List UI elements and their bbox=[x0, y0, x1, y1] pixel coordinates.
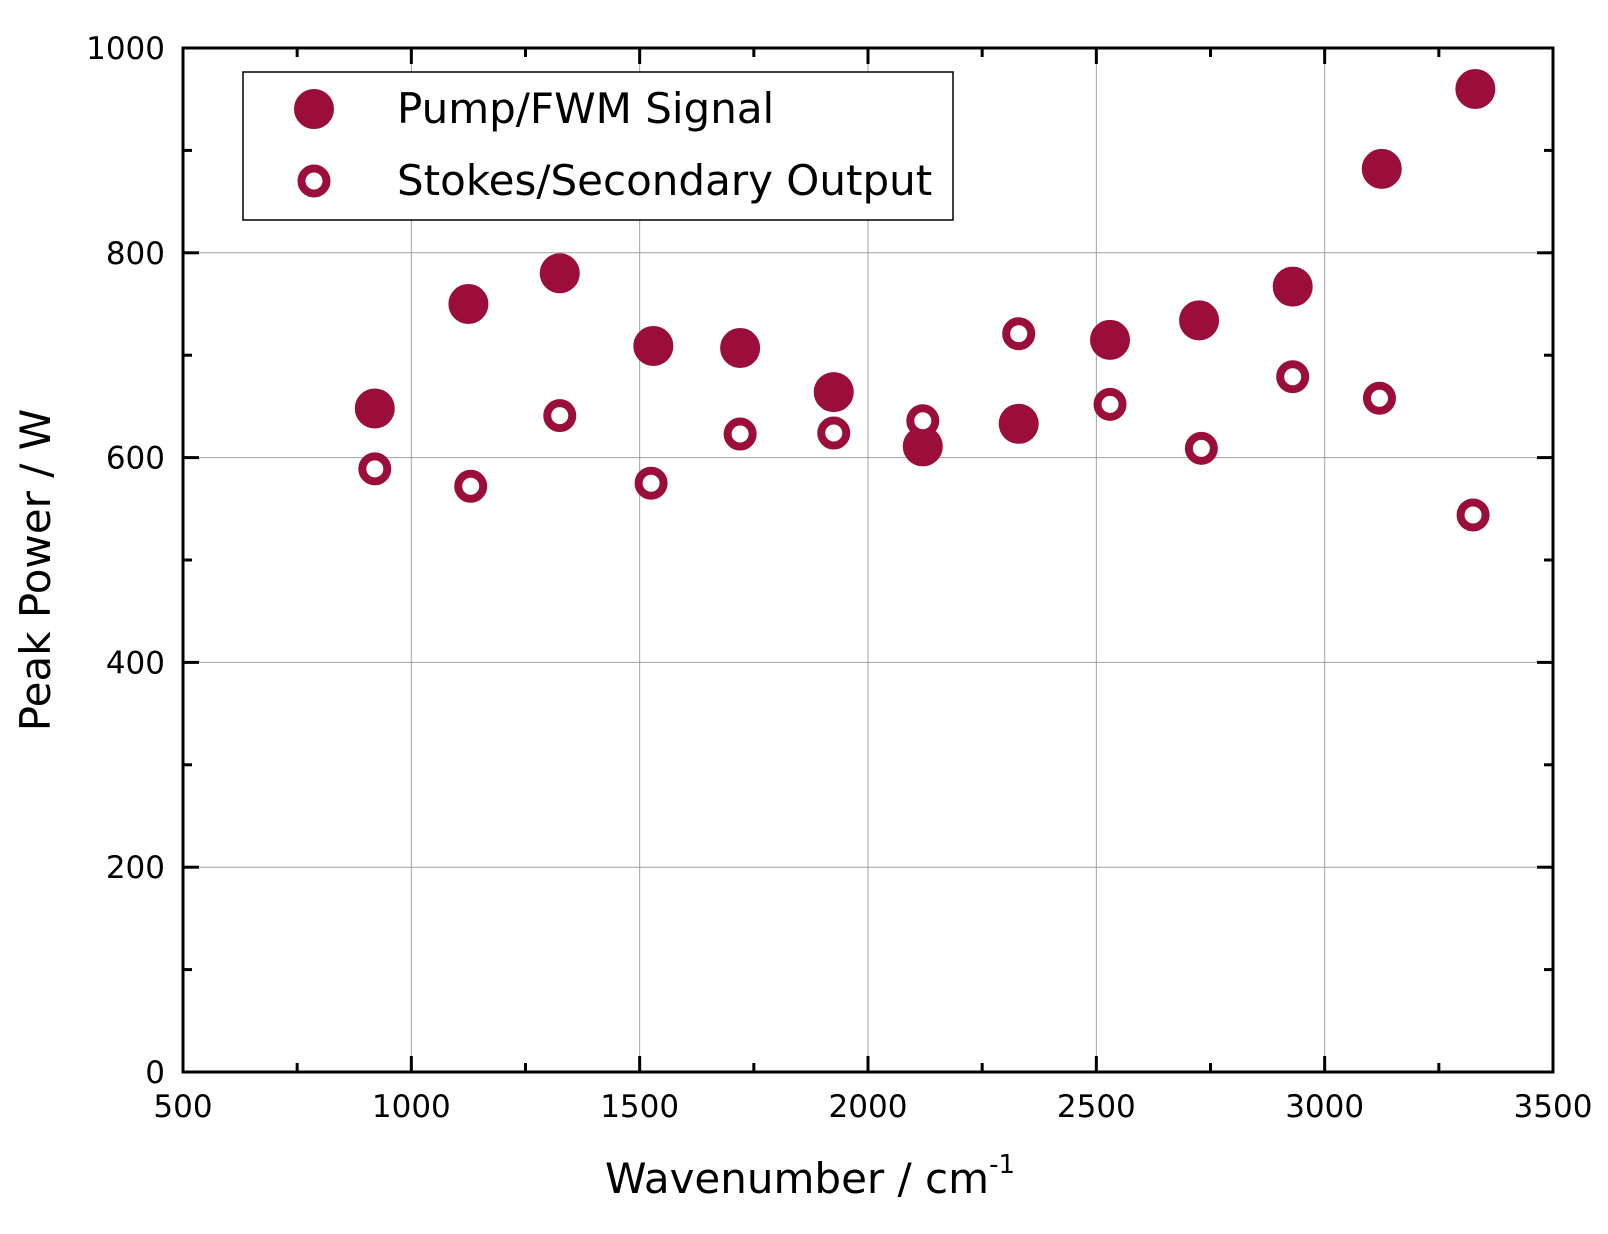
data-point-stokes-secondary-output bbox=[634, 466, 668, 500]
data-point-pump-fwm-signal bbox=[1455, 68, 1496, 109]
legend-label-stokes-secondary-output: Stokes/Secondary Output bbox=[397, 156, 932, 205]
data-point-pump-fwm-signal bbox=[813, 372, 854, 413]
data-point-stokes-secondary-output bbox=[1276, 360, 1310, 394]
data-point-pump-fwm-signal bbox=[448, 284, 489, 324]
x-axis-title-superscript: -1 bbox=[989, 1150, 1015, 1180]
x-tick-label: 3000 bbox=[1285, 1089, 1364, 1125]
data-point-pump-fwm-signal bbox=[633, 325, 674, 366]
y-tick-label: 600 bbox=[106, 441, 165, 477]
y-axis-title: Peak Power / W bbox=[11, 409, 60, 731]
y-tick-label: 400 bbox=[106, 645, 165, 681]
data-point-pump-fwm-signal bbox=[1179, 300, 1220, 341]
x-tick-label: 1000 bbox=[372, 1089, 451, 1125]
y-tick-label: 0 bbox=[145, 1055, 165, 1091]
data-point-pump-fwm-signal bbox=[720, 328, 761, 369]
data-point-stokes-secondary-output bbox=[723, 417, 757, 451]
legend-marker-pump-fwm-signal bbox=[294, 89, 334, 129]
legend: Pump/FWM Signal Stokes/Secondary Output bbox=[242, 71, 954, 221]
x-tick-label: 1500 bbox=[600, 1089, 679, 1125]
data-point-pump-fwm-signal bbox=[539, 253, 580, 294]
data-point-stokes-secondary-output bbox=[543, 399, 577, 433]
data-point-pump-fwm-signal bbox=[354, 388, 395, 429]
data-point-pump-fwm-signal bbox=[1272, 266, 1313, 307]
data-point-stokes-secondary-output bbox=[454, 469, 488, 503]
data-point-stokes-secondary-output bbox=[1456, 498, 1490, 532]
x-tick-label: 2500 bbox=[1057, 1089, 1136, 1125]
y-tick-label: 1000 bbox=[86, 31, 165, 67]
data-point-stokes-secondary-output bbox=[1184, 431, 1218, 465]
x-tick-label: 3500 bbox=[1514, 1089, 1593, 1125]
data-point-pump-fwm-signal bbox=[1090, 319, 1131, 360]
data-point-stokes-secondary-output bbox=[817, 416, 851, 450]
data-point-pump-fwm-signal bbox=[998, 403, 1039, 444]
data-point-stokes-secondary-output bbox=[358, 452, 392, 486]
data-point-stokes-secondary-output bbox=[1002, 317, 1036, 351]
legend-marker-stokes-secondary-output bbox=[297, 164, 331, 198]
tick-label-layer: 500 1000 1500 2000 2500 3000 3500 0 200 400 600 800… bbox=[86, 31, 1592, 1125]
point-layer bbox=[354, 68, 1496, 532]
legend-box bbox=[242, 71, 954, 221]
data-point-stokes-secondary-output bbox=[1362, 381, 1396, 415]
y-tick-label: 800 bbox=[106, 236, 165, 272]
plot-frame bbox=[181, 46, 1555, 1074]
x-tick-label: 500 bbox=[153, 1089, 212, 1125]
legend-label-pump-fwm-signal: Pump/FWM Signal bbox=[397, 84, 774, 133]
x-axis-title-text: Wavenumber / cm bbox=[605, 1154, 989, 1203]
data-point-stokes-secondary-output bbox=[906, 404, 940, 438]
data-point-pump-fwm-signal bbox=[1361, 148, 1402, 189]
x-axis-title: Wavenumber / cm-1 bbox=[605, 1150, 1015, 1203]
x-tick-label: 2000 bbox=[829, 1089, 908, 1125]
y-tick-label: 200 bbox=[106, 850, 165, 886]
data-point-stokes-secondary-output bbox=[1093, 387, 1127, 421]
